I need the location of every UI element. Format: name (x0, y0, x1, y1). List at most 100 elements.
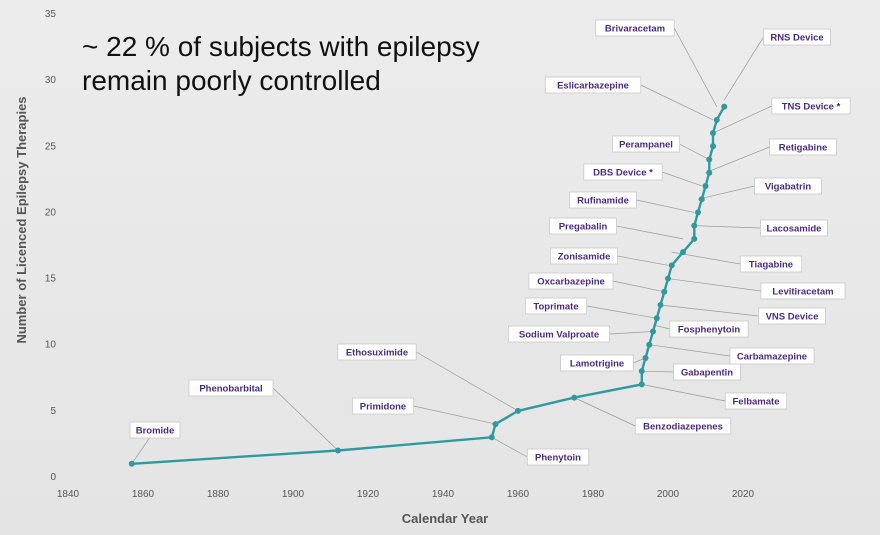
callout-box (669, 320, 749, 338)
callout-label: Brivaracetam (605, 24, 665, 35)
callout-box (612, 135, 680, 153)
callout-box (724, 392, 788, 410)
callout-label: Felbamate (733, 397, 780, 408)
data-point (706, 169, 713, 176)
callout-label: Primidone (360, 402, 406, 413)
x-tick-label: 1920 (357, 489, 380, 500)
callout-box (760, 219, 828, 237)
callout-box (549, 217, 617, 235)
leader-line (609, 331, 654, 335)
leader-line (640, 84, 714, 121)
callout-box (337, 343, 417, 361)
x-tick-label: 1840 (57, 489, 80, 500)
data-point (665, 275, 671, 282)
callout-label: Pregabalin (559, 222, 608, 233)
y-tick-label: 35 (45, 9, 57, 20)
data-point (668, 262, 675, 269)
x-tick-label: 1960 (507, 489, 530, 500)
data-point (646, 341, 653, 348)
leader-line (673, 27, 718, 107)
callout-box (524, 297, 588, 315)
callout-label: Oxcarbazepine (537, 277, 605, 288)
callout-box (739, 255, 803, 273)
leader-line (712, 105, 772, 134)
x-tick-label: 1880 (207, 489, 230, 500)
callout-box (754, 177, 822, 195)
callout-box (544, 76, 642, 94)
leader-line (574, 397, 636, 427)
callout-box (769, 138, 837, 156)
y-tick-label: 0 (50, 472, 56, 483)
data-point (713, 116, 720, 123)
leader-line (413, 405, 496, 425)
leader-line (662, 171, 702, 187)
x-axis-title: Calendar Year (402, 511, 488, 526)
callout-box (583, 163, 663, 181)
callout-label: Eslicarbazepine (557, 81, 629, 92)
data-point (650, 328, 656, 335)
callout-label: Levitiracetam (772, 287, 833, 298)
series-line (131, 106, 726, 465)
y-tick-label: 5 (50, 406, 56, 417)
callout-label: DBS Device * (593, 168, 653, 179)
callout-label: Gabapentin (681, 368, 733, 379)
callout-box (560, 354, 634, 372)
callout-box (595, 19, 675, 37)
data-point (638, 381, 645, 388)
callout-label: TNS Device * (782, 102, 841, 113)
callout-label: Sodium Valproate (519, 330, 599, 341)
headline-line-1: ~ 22 % of subjects with epilepsy (82, 31, 480, 62)
callout-box (188, 379, 274, 397)
leader-line (641, 370, 674, 373)
data-point (702, 182, 709, 189)
leader-line (641, 384, 726, 402)
callout-box (760, 282, 846, 300)
callout-box (673, 363, 741, 381)
data-point (691, 235, 698, 242)
callout-box (771, 97, 851, 115)
leader-line (612, 280, 665, 293)
callout-box (763, 28, 831, 46)
callout-label: Ethosuximide (346, 348, 408, 359)
leader-line (491, 437, 528, 458)
callout-label: Phenobarbital (199, 384, 262, 395)
leader-line (649, 344, 730, 357)
data-point (710, 143, 716, 150)
data-point (710, 130, 716, 137)
leader-line (660, 304, 759, 317)
data-point (488, 434, 495, 441)
leader-line (694, 225, 761, 229)
callout-label: Fosphenytoin (678, 325, 740, 336)
data-point (638, 368, 645, 375)
callout-label: Carbamazepine (737, 352, 807, 363)
callout-label: VNS Device (766, 312, 819, 323)
leader-line (617, 255, 669, 266)
x-tick-label: 1940 (432, 489, 455, 500)
y-tick-label: 30 (45, 75, 57, 86)
data-point (128, 460, 135, 467)
data-point (680, 249, 686, 256)
data-point (721, 103, 728, 110)
y-tick-label: 10 (45, 340, 57, 351)
callout-box (507, 325, 610, 343)
leader-line (272, 387, 339, 451)
callout-box (634, 417, 732, 435)
data-point (492, 421, 499, 428)
headline: ~ 22 % of subjects with epilepsy remain … (82, 30, 480, 98)
data-point (661, 288, 668, 295)
leader-line (616, 225, 684, 240)
callout-label: Tiagabine (749, 260, 793, 271)
data-point (571, 394, 578, 401)
y-tick-label: 25 (45, 141, 57, 152)
x-tick-label: 2000 (657, 489, 680, 500)
data-point (706, 156, 713, 163)
x-tick-label: 1900 (282, 489, 305, 500)
leader-line (723, 36, 764, 101)
y-tick-label: 15 (45, 274, 57, 285)
callout-label: Benzodiazepenes (643, 422, 723, 433)
leader-line (679, 143, 710, 160)
leader-line (416, 351, 519, 412)
headline-line-2: remain poorly controlled (82, 65, 381, 96)
